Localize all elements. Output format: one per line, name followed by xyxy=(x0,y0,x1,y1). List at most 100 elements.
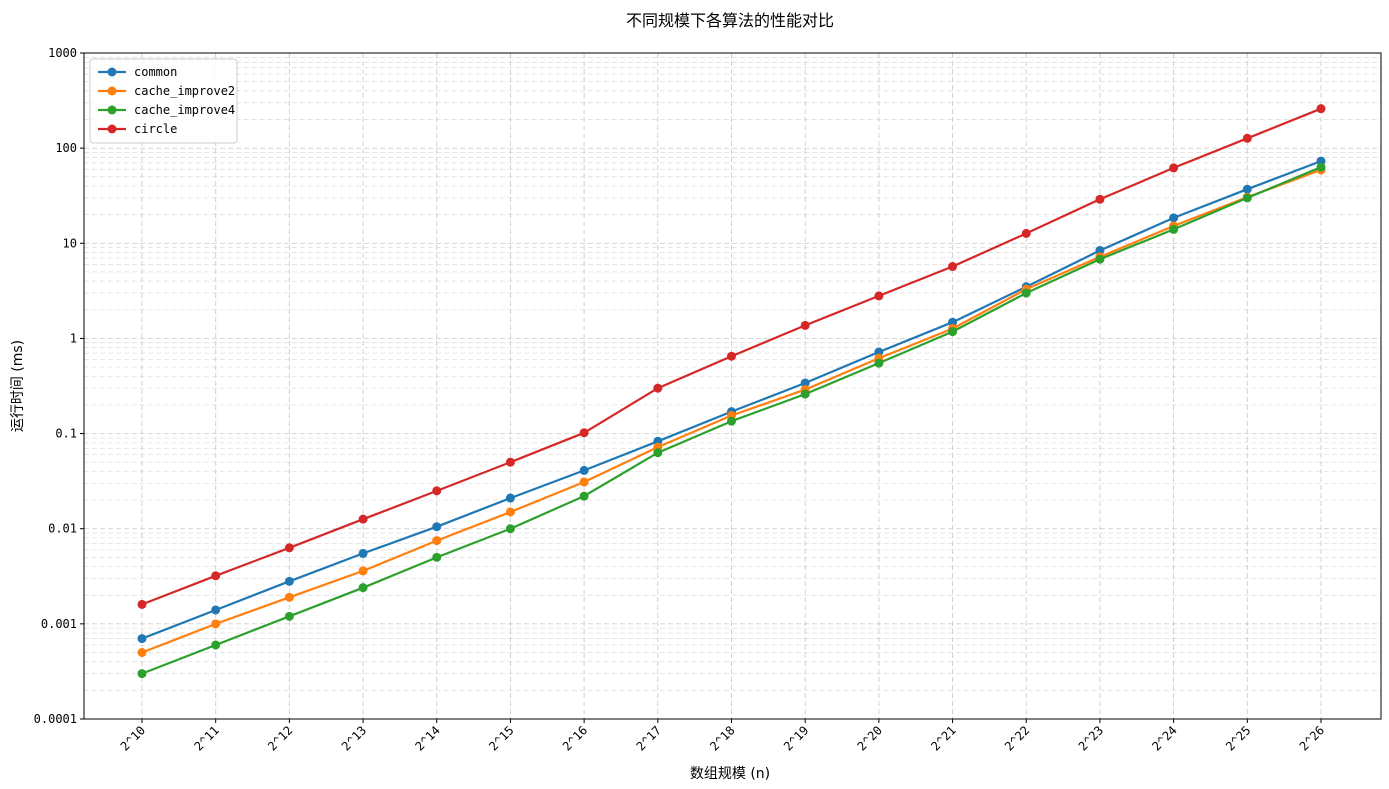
data-point xyxy=(358,566,368,576)
data-point xyxy=(358,514,368,524)
data-point xyxy=(800,320,810,330)
data-point xyxy=(1095,245,1105,255)
legend-swatch-marker xyxy=(107,86,117,96)
data-point xyxy=(1242,184,1252,194)
y-tick-label: 0.001 xyxy=(41,617,77,631)
chart-title: 不同规模下各算法的性能对比 xyxy=(626,11,834,30)
x-tick-label: 2^13 xyxy=(339,723,369,753)
data-point xyxy=(874,358,884,368)
data-point xyxy=(1316,104,1326,114)
x-tick-label: 2^23 xyxy=(1076,723,1106,753)
data-point xyxy=(505,507,515,517)
x-tick-label: 2^10 xyxy=(118,723,148,753)
plot-area xyxy=(83,52,1382,720)
y-tick-label: 1000 xyxy=(48,46,77,60)
data-point xyxy=(1095,194,1105,204)
data-point xyxy=(137,647,147,657)
x-tick-label: 2^17 xyxy=(634,723,664,753)
x-tick-label: 2^21 xyxy=(928,723,958,753)
data-point xyxy=(653,448,663,458)
data-point xyxy=(211,619,221,629)
data-point xyxy=(800,378,810,388)
legend-label: cache_improve4 xyxy=(134,103,235,117)
data-point xyxy=(211,605,221,615)
x-tick-label: 2^26 xyxy=(1297,723,1327,753)
x-tick-label: 2^11 xyxy=(191,723,221,753)
legend-swatch-marker xyxy=(107,124,117,134)
x-axis-label: 数组规模 (n) xyxy=(690,766,770,782)
data-point xyxy=(432,552,442,562)
legend-label: cache_improve2 xyxy=(134,84,235,98)
data-point xyxy=(505,524,515,534)
data-point xyxy=(1095,254,1105,264)
data-point xyxy=(505,493,515,503)
data-point xyxy=(284,543,294,553)
legend-swatch-marker xyxy=(107,67,117,77)
y-axis-label: 运行时间 (ms) xyxy=(10,340,26,432)
data-point xyxy=(1169,224,1179,234)
data-point xyxy=(874,347,884,357)
data-point xyxy=(948,327,958,337)
y-tick-label: 10 xyxy=(63,236,77,250)
x-tick-label: 2^15 xyxy=(486,723,516,753)
data-point xyxy=(579,465,589,475)
data-point xyxy=(579,477,589,487)
legend-box xyxy=(89,58,238,144)
x-tick-label: 2^19 xyxy=(781,723,811,753)
data-point xyxy=(1242,193,1252,203)
y-tick-label: 0.1 xyxy=(55,427,77,441)
series-cache_improve4 xyxy=(137,162,1326,679)
y-tick-label: 100 xyxy=(55,141,77,155)
data-point xyxy=(358,583,368,593)
data-point xyxy=(1169,163,1179,173)
y-tick-label: 0.01 xyxy=(48,522,77,536)
data-point xyxy=(948,317,958,327)
data-point xyxy=(432,522,442,532)
data-point xyxy=(579,491,589,501)
data-point xyxy=(727,416,736,426)
x-tick-label: 2^22 xyxy=(1002,723,1032,753)
x-tick-label: 2^16 xyxy=(560,723,590,753)
series-cache_improve2 xyxy=(137,165,1326,657)
data-point xyxy=(727,351,736,361)
y-tick-label: 1 xyxy=(70,331,77,345)
data-point xyxy=(358,548,368,558)
data-point xyxy=(432,486,442,496)
data-point xyxy=(1242,133,1252,143)
legend-swatch-marker xyxy=(107,105,117,115)
data-point xyxy=(137,599,147,609)
x-tick-label: 2^24 xyxy=(1149,723,1179,753)
y-tick-label: 0.0001 xyxy=(34,712,77,726)
x-tick-label: 2^18 xyxy=(707,723,737,753)
data-point xyxy=(284,592,294,602)
grid xyxy=(84,53,1381,720)
data-point xyxy=(211,571,221,581)
data-point xyxy=(137,634,147,644)
data-point xyxy=(1021,288,1031,298)
data-point xyxy=(211,640,221,650)
x-tick-label: 2^20 xyxy=(855,723,885,753)
data-point xyxy=(505,457,515,467)
legend-label: common xyxy=(134,65,177,79)
data-point xyxy=(284,611,294,621)
data-point xyxy=(432,536,442,546)
data-point xyxy=(579,428,589,438)
data-point xyxy=(137,669,147,679)
data-point xyxy=(948,262,958,272)
series-circle xyxy=(137,104,1326,609)
axis-ticks: 0.0001 0.001 0.01 0.1 1 10 100 1000 2^10 2^11 2^12… xyxy=(34,46,1327,754)
data-point xyxy=(1169,213,1179,223)
data-point xyxy=(284,576,294,586)
x-tick-label: 2^14 xyxy=(413,723,443,753)
data-point xyxy=(653,383,663,393)
data-point xyxy=(1021,228,1031,238)
legend-label: circle xyxy=(134,122,177,136)
data-point xyxy=(874,291,884,301)
x-tick-label: 2^12 xyxy=(265,723,295,753)
series-lines xyxy=(137,104,1326,679)
x-tick-label: 2^25 xyxy=(1223,723,1253,753)
data-point xyxy=(1316,162,1326,172)
data-point xyxy=(800,389,810,399)
